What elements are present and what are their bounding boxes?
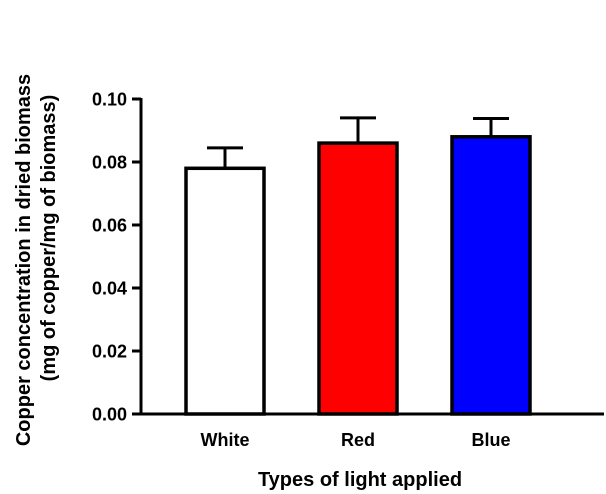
bar-red (317, 141, 399, 416)
y-tick-label: 0.10 (92, 90, 127, 110)
bar-blue (450, 135, 532, 416)
y-tick-label: 0.08 (92, 153, 127, 173)
y-tick-label: 0.04 (92, 279, 127, 299)
x-tick-label: Red (341, 430, 375, 450)
error-bars (207, 116, 509, 169)
bars (184, 135, 532, 416)
x-axis-title: Types of light applied (258, 469, 462, 491)
x-tick-label: White (201, 430, 250, 450)
y-axis-ticks: 0.00 0.02 0.04 0.06 0.08 0.10 (92, 90, 141, 425)
y-tick-label: 0.00 (92, 405, 127, 425)
y-tick-label: 0.02 (92, 342, 127, 362)
y-axis-title-line2: (mg of copper/mg of biomass) (38, 95, 60, 382)
y-tick-label: 0.06 (92, 216, 127, 236)
x-tick-label: Blue (471, 430, 510, 450)
x-axis-labels: White Red Blue (201, 430, 511, 450)
bar-white (184, 166, 266, 416)
y-axis-title-line1: Copper concentration in dried biomass (13, 74, 35, 446)
